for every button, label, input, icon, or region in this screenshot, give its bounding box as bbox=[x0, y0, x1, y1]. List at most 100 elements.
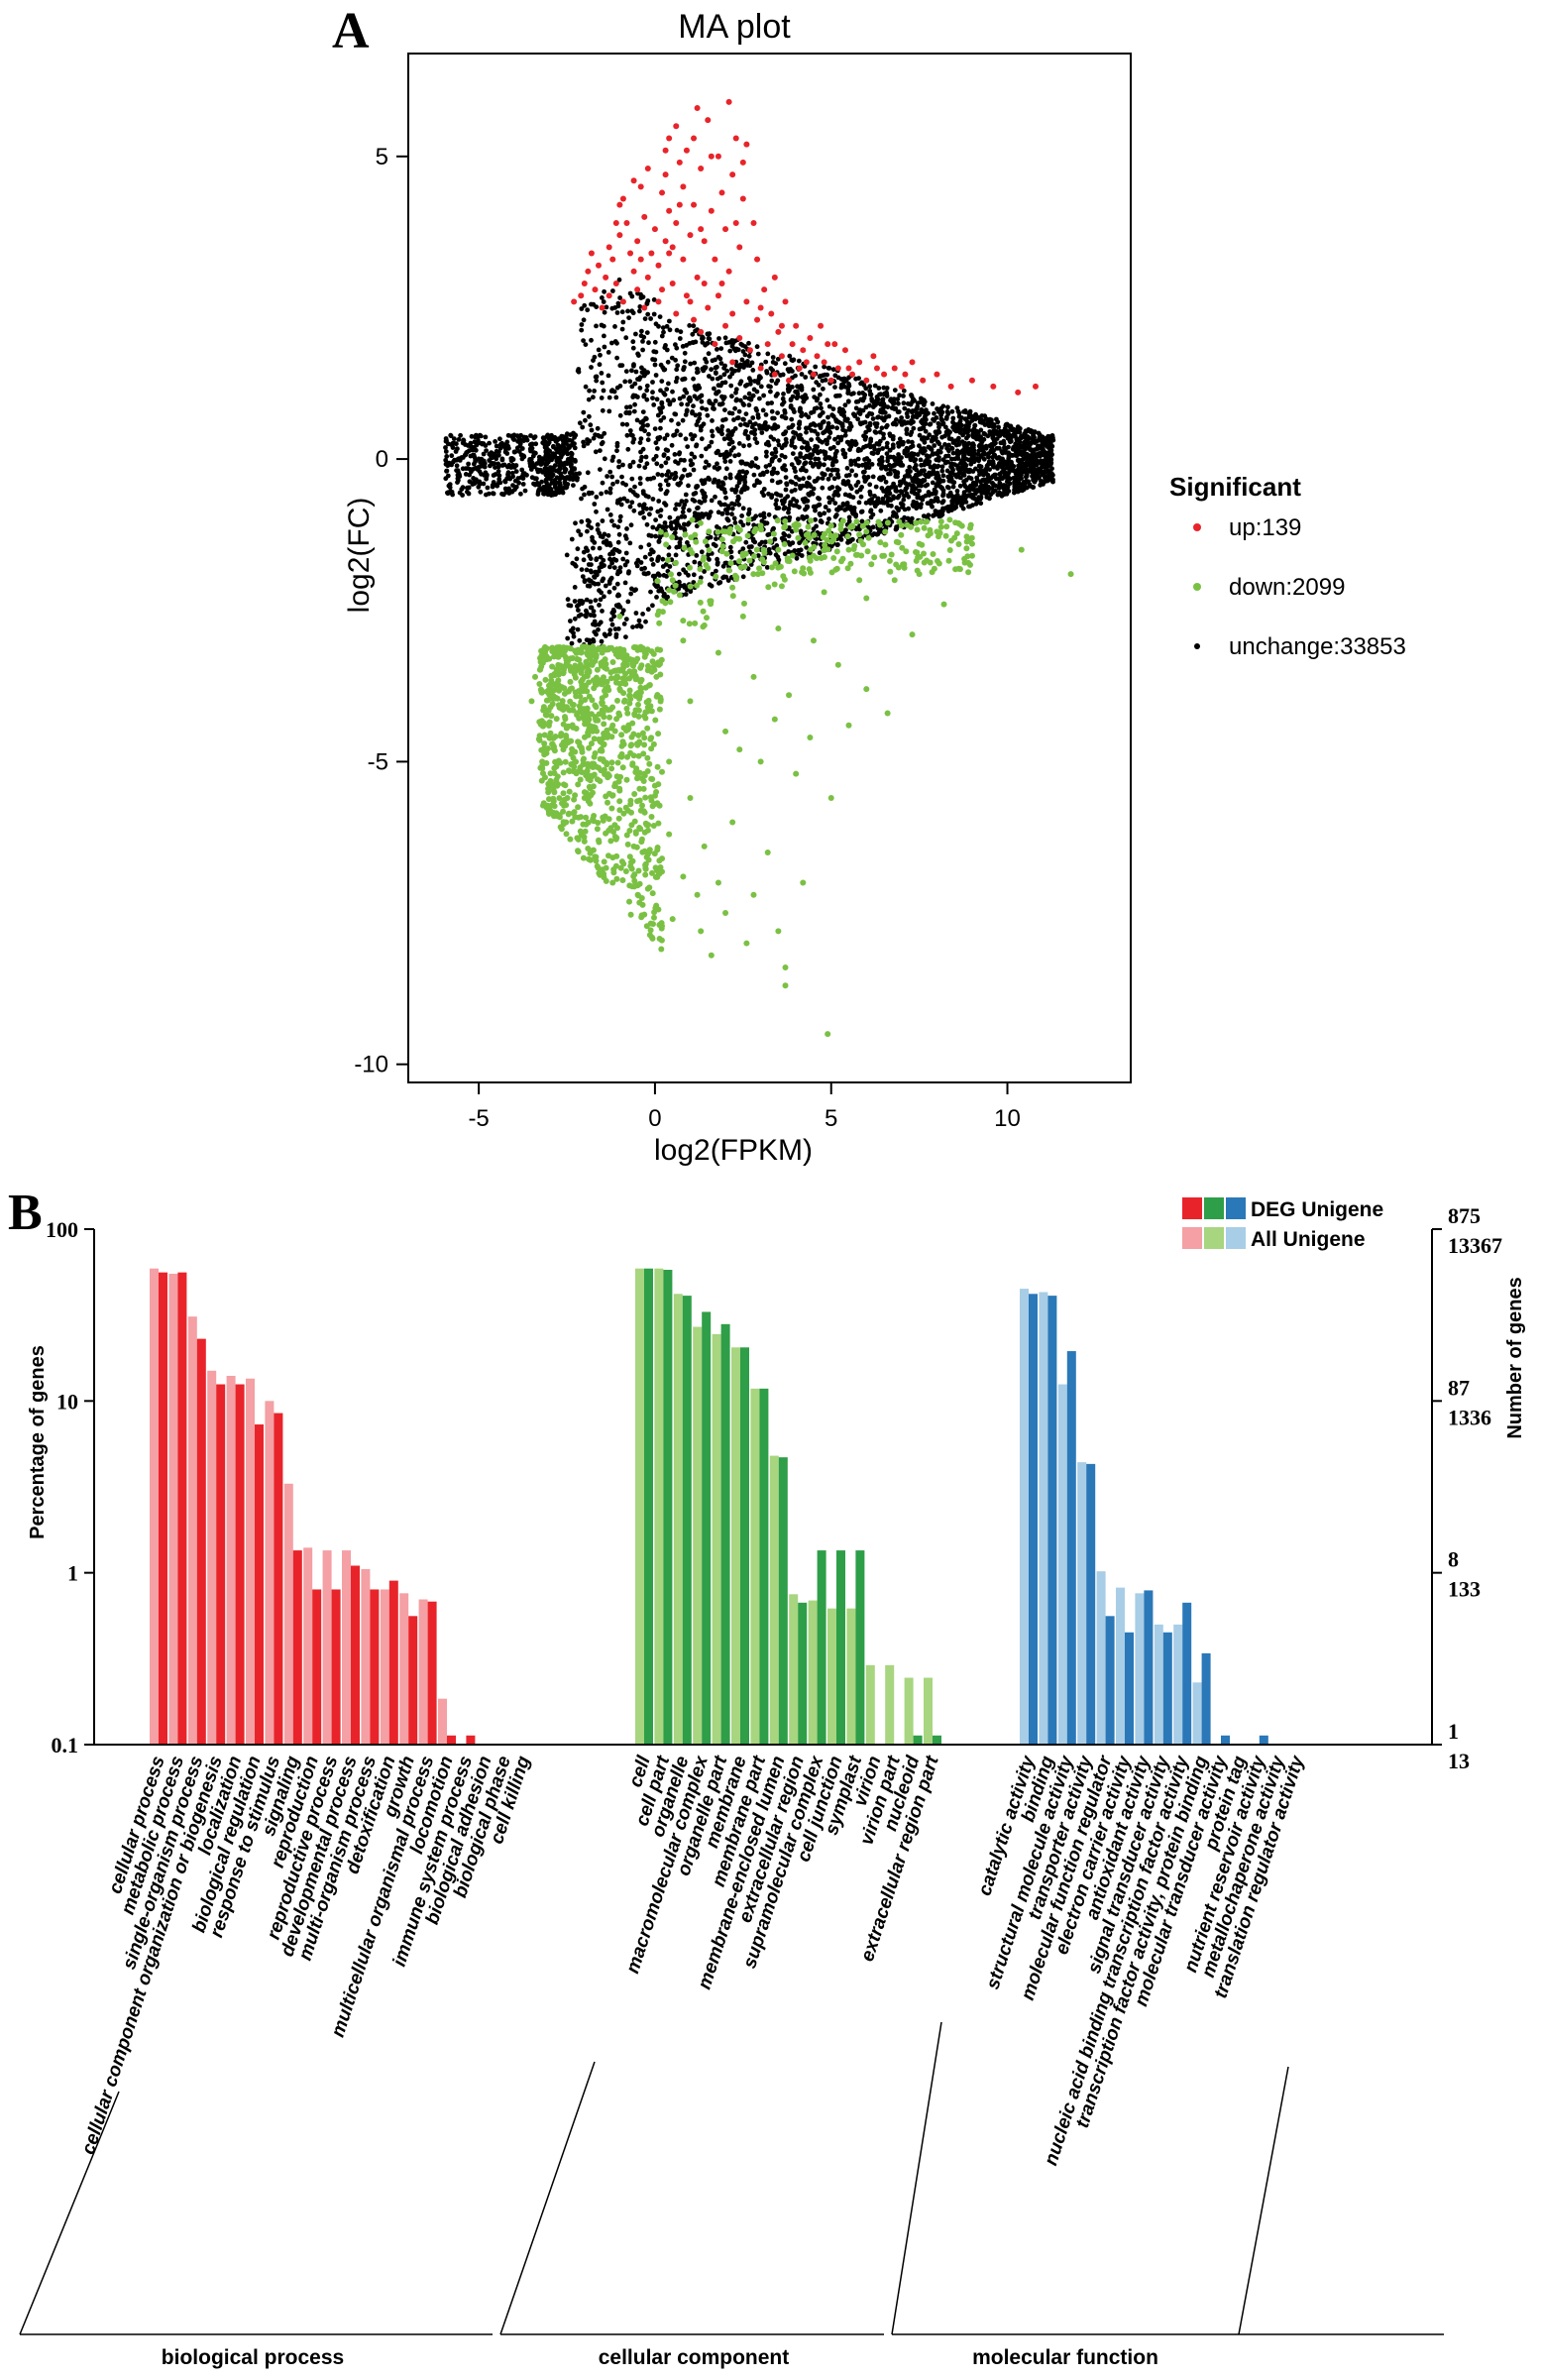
unchange-point bbox=[743, 411, 749, 416]
unchange-point bbox=[452, 457, 457, 463]
unchange-point bbox=[856, 391, 862, 397]
unchange-point bbox=[952, 494, 958, 500]
unchange-point bbox=[890, 421, 896, 427]
down-point bbox=[701, 843, 708, 850]
unchange-point bbox=[981, 456, 987, 462]
unchange-point bbox=[896, 400, 901, 406]
unchange-point bbox=[852, 412, 858, 418]
unchange-point bbox=[853, 399, 859, 404]
unchange-point bbox=[718, 427, 724, 433]
unchange-point bbox=[1045, 469, 1049, 475]
unchange-point bbox=[812, 447, 817, 453]
unchange-point bbox=[632, 484, 637, 490]
unchange-point bbox=[934, 484, 939, 489]
unchange-point bbox=[997, 461, 1002, 466]
unchange-point bbox=[573, 520, 578, 526]
down-point bbox=[557, 824, 564, 831]
unchange-point bbox=[637, 481, 643, 487]
unchange-point bbox=[679, 513, 685, 519]
unchange-point bbox=[989, 486, 995, 491]
unchange-point bbox=[983, 482, 988, 487]
unchange-point bbox=[864, 456, 870, 461]
unchange-point bbox=[877, 457, 882, 463]
unchange-point bbox=[775, 480, 781, 486]
unchange-point bbox=[974, 498, 980, 504]
unchange-point bbox=[511, 437, 517, 442]
unchange-point bbox=[734, 415, 740, 421]
unchange-point bbox=[887, 462, 892, 468]
unchange-point bbox=[659, 333, 665, 339]
unchange-point bbox=[589, 562, 594, 567]
unchange-point bbox=[940, 420, 946, 426]
unchange-point bbox=[1019, 434, 1024, 439]
unchange-point bbox=[596, 347, 602, 353]
unchange-point bbox=[946, 436, 952, 441]
unchange-point bbox=[842, 492, 848, 498]
unchange-point bbox=[579, 496, 584, 502]
unchange-point bbox=[588, 556, 594, 561]
unchange-point bbox=[740, 469, 745, 474]
down-point bbox=[613, 875, 620, 882]
unchange-point bbox=[737, 381, 743, 387]
unchange-point bbox=[1030, 447, 1035, 453]
unchange-point bbox=[481, 463, 487, 469]
unchange-point bbox=[801, 398, 807, 404]
unchange-point bbox=[912, 491, 918, 497]
unchange-point bbox=[832, 436, 837, 442]
unchange-point bbox=[950, 450, 956, 456]
unchange-point bbox=[644, 397, 650, 402]
unchange-point bbox=[987, 475, 992, 481]
unchange-point bbox=[647, 511, 652, 517]
unchange-point bbox=[973, 482, 979, 488]
unchange-point bbox=[981, 472, 986, 478]
unchange-point bbox=[842, 417, 848, 423]
unchange-point bbox=[773, 552, 779, 558]
unchange-point bbox=[707, 582, 713, 588]
unchange-point bbox=[960, 467, 966, 472]
unchange-point bbox=[568, 603, 574, 609]
unchange-point bbox=[769, 400, 774, 405]
unchange-point bbox=[715, 560, 720, 565]
unchange-point bbox=[663, 491, 669, 497]
unchange-point bbox=[622, 533, 628, 539]
unchange-point bbox=[799, 387, 805, 393]
unchange-point bbox=[799, 553, 805, 558]
unchange-point bbox=[664, 387, 670, 392]
unchange-point bbox=[649, 557, 654, 562]
unchange-point bbox=[677, 571, 682, 577]
unchange-point bbox=[675, 515, 681, 521]
unchange-point bbox=[822, 472, 827, 478]
unchange-point bbox=[833, 394, 838, 398]
unchange-point bbox=[733, 346, 739, 352]
unchange-point bbox=[644, 383, 650, 389]
unchange-point bbox=[891, 400, 897, 405]
unchange-point bbox=[625, 308, 630, 314]
down-point bbox=[687, 795, 694, 802]
unchange-point bbox=[1047, 462, 1053, 468]
unchange-point bbox=[766, 511, 772, 517]
unchange-point bbox=[599, 434, 605, 439]
unchange-point bbox=[764, 370, 770, 376]
unchange-point bbox=[945, 411, 951, 416]
unchange-point bbox=[650, 524, 656, 530]
unchange-point bbox=[826, 365, 831, 371]
unchange-point bbox=[642, 554, 648, 560]
down-point bbox=[786, 692, 793, 699]
unchange-point bbox=[502, 479, 507, 484]
unchange-point bbox=[814, 523, 819, 529]
down-point bbox=[827, 795, 834, 802]
unchange-point bbox=[732, 453, 737, 459]
unchange-point bbox=[842, 428, 848, 434]
unchange-point bbox=[792, 444, 798, 450]
unchange-point bbox=[623, 335, 629, 341]
unchange-point bbox=[936, 428, 941, 434]
unchange-point bbox=[572, 445, 578, 451]
unchange-point bbox=[1014, 436, 1020, 441]
unchange-point bbox=[1031, 459, 1037, 465]
unchange-point bbox=[1041, 459, 1046, 465]
unchange-point bbox=[587, 518, 592, 524]
unchange-point bbox=[896, 452, 901, 457]
unchange-point bbox=[860, 420, 866, 426]
unchange-point bbox=[619, 326, 625, 332]
unchange-point bbox=[620, 608, 626, 614]
